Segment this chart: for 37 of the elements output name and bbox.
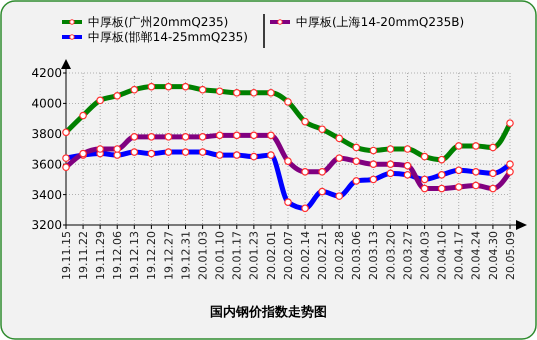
x-tick-label: 20.04.24 [470, 231, 483, 280]
y-tick-label: 3600 [31, 157, 62, 172]
x-tick-label: 20.03.13 [367, 231, 380, 280]
x-tick-label: 20.03.06 [350, 231, 364, 280]
x-tick-label: 20.01.03 [196, 231, 210, 280]
legend-label: 中厚板(上海14-20mmQ235B) [296, 15, 464, 30]
x-tick-label: 19.12.31 [179, 231, 192, 280]
y-tick-label: 3400 [31, 188, 62, 202]
x-tick-label: 20.02.21 [316, 231, 330, 280]
x-tick-label: 20.01.17 [230, 231, 244, 280]
x-tick-label: 19.11.22 [76, 231, 90, 280]
x-tick-label: 19.12.13 [128, 231, 142, 280]
x-tick-label: 20.05.09 [504, 231, 517, 280]
x-tick-label: 19.12.27 [162, 231, 176, 280]
legend-label: 中厚板(邯郸14-25mmQ235) [88, 30, 248, 44]
x-tick-label: 20.02.07 [282, 231, 295, 280]
y-tick-label: 4000 [31, 96, 62, 111]
x-tick-label: 20.02.14 [298, 231, 312, 280]
y-tick-label: 4200 [31, 66, 62, 80]
x-tick-label: 19.11.15 [60, 231, 73, 280]
x-tick-label: 20.04.30 [486, 231, 500, 280]
x-tick-label: 19.11.29 [94, 231, 108, 280]
x-tick-label: 20.04.17 [452, 231, 466, 280]
x-tick-label: 20.04.10 [436, 231, 449, 280]
x-tick-label: 19.12.06 [111, 231, 124, 280]
y-tick-label: 3200 [31, 218, 62, 232]
x-tick-label: 20.03.27 [401, 231, 414, 280]
x-tick-label: 20.02.28 [333, 231, 346, 280]
x-tick-label: 19.12.20 [145, 231, 158, 280]
y-tick-label: 3800 [31, 127, 62, 141]
x-tick-label: 20.01.10 [214, 231, 227, 280]
text: 国内钢价指数走势图 [210, 304, 327, 320]
x-tick-label: 20.01.23 [248, 231, 261, 280]
x-tick-label: 20.02.01 [264, 231, 278, 280]
x-tick-label: 20.04.03 [418, 231, 432, 280]
x-tick-label: 20.03.20 [384, 231, 398, 280]
legend-label: 中厚板(广州20mmQ235) [88, 15, 228, 30]
